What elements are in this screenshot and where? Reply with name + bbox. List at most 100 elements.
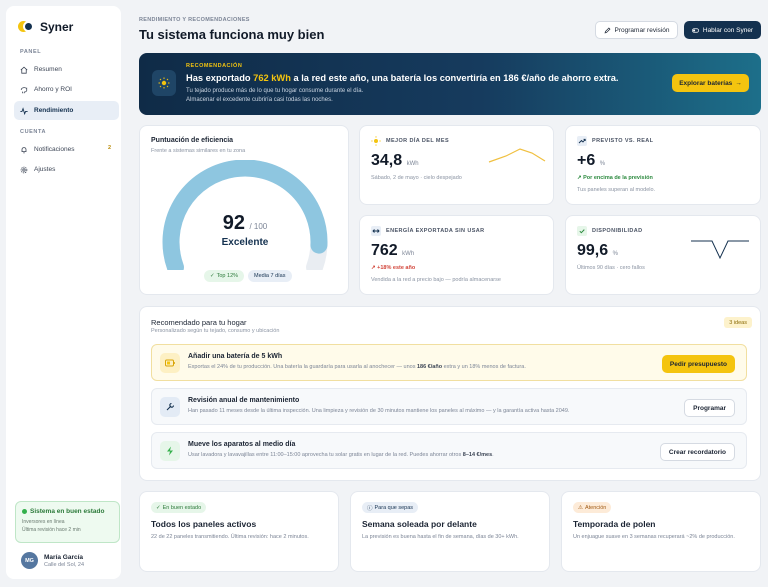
info-card-title: Todos los paneles activos [151, 519, 257, 529]
average-7-days-chip[interactable]: Media 7 días [248, 270, 292, 282]
average-label: Media 7 días [254, 273, 286, 279]
metric-subtext: Últimos 90 días · cero fallos [577, 265, 645, 271]
sidebar-item-rendimiento[interactable]: Rendimiento [14, 101, 119, 120]
recommendation-item: Añadir una batería de 5 kWh Exportas el … [151, 344, 747, 381]
chip-label: Para que sepas [374, 504, 414, 511]
activity-icon [20, 106, 28, 115]
metric-subtext: Sábado, 2 de mayo · cielo despejado [371, 175, 462, 181]
sun-icon [152, 70, 176, 96]
info-card-title: Temporada de polen [573, 519, 656, 529]
schedule-review-button[interactable]: Programar revisión [595, 21, 678, 39]
top-percent-chip: ✓ Top 12% [204, 270, 245, 282]
metric-subtext: Vendida a la red a precio bajo — podría … [371, 277, 501, 283]
avatar: MG [21, 552, 38, 569]
info-card-title: Semana soleada por delante [362, 519, 477, 529]
bolt-icon [160, 441, 180, 461]
recommendation-description: Exportas el 24% de tu producción. Una ba… [188, 364, 526, 370]
pencil-icon [604, 27, 610, 33]
home-icon [20, 66, 28, 74]
metric-number: 34,8 [371, 152, 403, 169]
desc-text: Exportas el 24% de tu producción. Una ba… [188, 364, 417, 370]
metric-label: PREVISTO VS. REAL [592, 138, 654, 144]
desc-text-end: . [492, 452, 494, 458]
info-card-text: Un enjuague suave en 3 semanas recuperar… [573, 534, 735, 540]
notification-count-badge: 2 [107, 145, 111, 151]
export-icon [371, 226, 381, 236]
sidebar-item-resumen[interactable]: Resumen [14, 60, 119, 79]
status-chip: ✓ En buen estado [151, 502, 207, 513]
sparkline-best-day [488, 148, 546, 163]
recommendation-name: Mueve los aparatos al medio día [188, 441, 296, 448]
metric-card-availability: DISPONIBILIDAD 99,6 % Últimos 90 días · … [565, 215, 761, 295]
metric-label: ENERGÍA EXPORTADA SIN USAR [386, 228, 485, 234]
sidebar-item-ajustes[interactable]: Ajustes [14, 160, 119, 179]
info-card-text: La previsión es buena hasta el fin de se… [362, 534, 519, 540]
talk-to-syner-label: Hablar con Syner [702, 26, 754, 34]
warning-chip: ⚠ Atención [573, 502, 612, 513]
trend-up-icon [577, 136, 587, 146]
desc-text: Usar lavadora y lavavajillas entre 11:00… [188, 452, 463, 458]
shield-check-icon [577, 226, 587, 236]
recommendations-subtitle: Personalizado según tu tejado, consumo y… [151, 328, 280, 334]
metric-subtext: Tus paneles superan al modelo. [577, 187, 656, 193]
info-card-weather: ⓘ Para que sepas Semana soleada por delan… [350, 491, 550, 572]
status-title: Sistema en buen estado [30, 508, 105, 515]
info-card-text: 22 de 22 paneles transmitiendo. Última r… [151, 534, 309, 540]
bell-icon [21, 146, 27, 153]
brand[interactable]: Syner [18, 18, 73, 35]
banner-subtitle: Tu tejado produce más de lo que tu hogar… [186, 87, 363, 105]
banner-sub-line-1: Tu tejado produce más de lo que tu hogar… [186, 88, 364, 94]
sidebar-item-label: Resumen [34, 66, 62, 73]
recommendation-item: Mueve los aparatos al medio día Usar lav… [151, 432, 747, 469]
banner-sub-line-2: Almacenar el excedente cubriría casi tod… [186, 97, 333, 103]
metric-value: 99,6 % [577, 242, 618, 260]
user-name: María García [44, 553, 84, 561]
metric-value: 762 kWh [371, 242, 414, 260]
metric-card-forecast: PREVISTO VS. REAL +6 % ↗ Por encima de l… [565, 125, 761, 205]
talk-to-syner-button[interactable]: Hablar con Syner [684, 21, 761, 39]
metric-unit: kWh [406, 161, 419, 167]
desc-highlight: 186 €/año [417, 364, 443, 370]
schedule-review-label: Programar revisión [614, 26, 670, 34]
efficiency-score-card: Puntuación de eficiencia Frente a sistem… [139, 125, 349, 295]
score-label: Excelente [221, 237, 269, 248]
sidebar-item-ahorro[interactable]: Ahorro y ROI [14, 80, 119, 99]
chip-label: Atención [584, 504, 607, 511]
nav-section-panel: PANEL [20, 49, 42, 55]
recommendations-title: Recomendado para tu hogar [151, 318, 247, 327]
create-reminder-button[interactable]: Crear recordatorio [659, 443, 735, 461]
metric-label: DISPONIBILIDAD [592, 228, 643, 234]
desc-highlight: 8–14 €/mes [462, 452, 493, 458]
score-max: / 100 [249, 222, 268, 231]
metric-unit: % [599, 161, 606, 167]
sun-icon [371, 136, 381, 146]
page-eyebrow: RENDIMIENTO Y RECOMENDACIONES [139, 17, 250, 23]
schedule-button[interactable]: Programar [684, 399, 735, 417]
status-title-row: Sistema en buen estado [22, 508, 113, 515]
sidebar-item-label: Rendimiento [34, 107, 74, 114]
metric-value: +6 % [577, 152, 605, 170]
info-card-panels: ✓ En buen estado Todos los paneles activo… [139, 491, 339, 572]
sidebar-item-notificaciones[interactable]: Notificaciones 2 [14, 140, 119, 159]
explore-batteries-button[interactable]: Explorar baterías → [672, 74, 749, 92]
gauge-fill [162, 160, 328, 270]
status-line-1: Inversores en línea [22, 519, 65, 525]
efficiency-gauge [162, 160, 328, 270]
metric-number: +6 [577, 152, 596, 169]
desc-text-end: extra y un 18% menos de factura. [442, 364, 526, 370]
banner-eyebrow: RECOMENDACIÓN [186, 63, 243, 69]
info-card-pollen: ⚠ Atención Temporada de polen Un enjuague… [561, 491, 761, 572]
desc-text: Han pasado 11 meses desde la última insp… [188, 408, 570, 414]
request-quote-button[interactable]: Pedir presupuesto [661, 355, 735, 373]
recommendations-card: Recomendado para tu hogar Personalizado … [139, 306, 761, 481]
check-icon: ✓ [156, 504, 161, 511]
battery-icon [160, 353, 180, 373]
info-icon: ⓘ [367, 505, 373, 512]
gear-icon [20, 166, 28, 173]
status-line-2: Última revisión hace 2 min [22, 527, 81, 533]
ideas-count-badge: 3 ideas [724, 317, 752, 328]
chip-label: En buen estado [162, 504, 202, 511]
sparkline-availability [691, 240, 749, 260]
metric-unit: kWh [402, 251, 415, 257]
user-profile[interactable]: MG María García Calle del Sol, 24 [21, 552, 84, 569]
